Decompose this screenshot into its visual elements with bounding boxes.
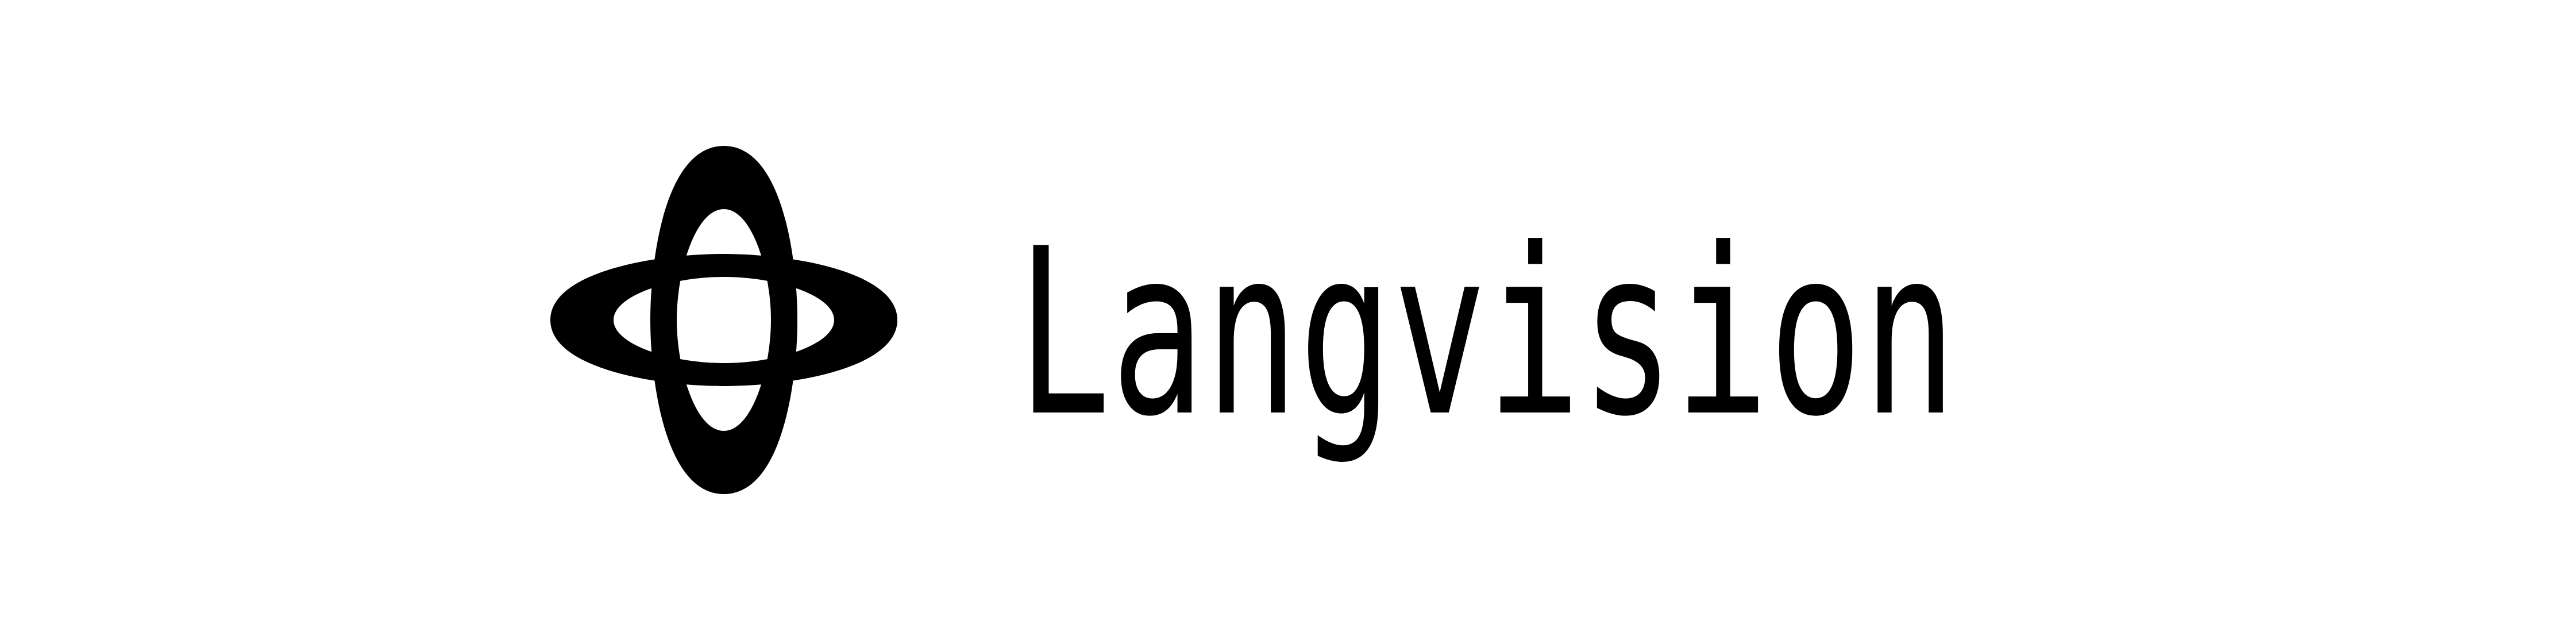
brand-name: Langvision	[1017, 223, 1957, 467]
orbit-cross-icon	[550, 146, 897, 494]
brand-wordmark: Langvision	[1017, 223, 1959, 476]
